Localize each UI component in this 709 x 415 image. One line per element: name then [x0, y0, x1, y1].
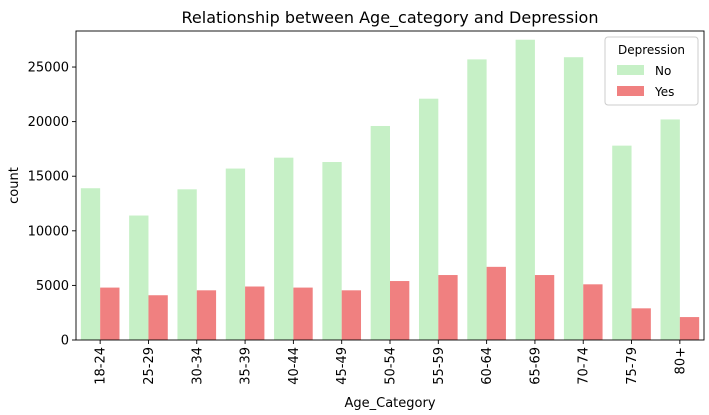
- bar-no-25-29: [129, 215, 149, 340]
- bar-yes-25-29: [148, 295, 168, 340]
- bar-no-30-34: [177, 189, 197, 340]
- legend-label-yes: Yes: [654, 85, 674, 99]
- bar-yes-70-74: [583, 284, 603, 340]
- bar-yes-50-54: [390, 281, 410, 340]
- bar-yes-65-69: [534, 275, 555, 340]
- y-axis-label: count: [7, 167, 22, 204]
- x-tick-label: 35-39: [239, 347, 254, 385]
- bar-no-45-49: [322, 162, 342, 340]
- bar-no-18-24: [80, 188, 101, 340]
- y-tick-label: 15000: [28, 170, 69, 185]
- x-axis-label: Age_Category: [344, 396, 435, 411]
- y-tick-label: 25000: [28, 61, 69, 76]
- bar-no-70-74: [563, 57, 584, 340]
- bar-yes-18-24: [100, 287, 120, 340]
- bar-no-80+: [660, 119, 680, 340]
- bar-yes-40-44: [293, 287, 313, 340]
- bar-no-35-39: [225, 168, 246, 340]
- bar-no-75-79: [612, 145, 632, 340]
- y-axis: 0 5000 10000 15000 20000 25000: [28, 61, 76, 349]
- legend: Depression No Yes: [604, 36, 699, 106]
- bar-yes-30-34: [196, 290, 217, 340]
- x-tick-label: 60-64: [480, 347, 495, 385]
- bar-no-55-59: [418, 98, 439, 341]
- x-tick-label: 55-59: [432, 347, 447, 385]
- x-tick-label: 70-74: [577, 347, 592, 385]
- bar-yes-75-79: [631, 308, 651, 340]
- bar-yes-60-64: [486, 266, 506, 340]
- x-tick-label: 30-34: [190, 347, 205, 385]
- x-tick-label: 40-44: [287, 347, 302, 385]
- y-tick-label: 5000: [36, 279, 69, 294]
- bar-no-65-69: [515, 39, 535, 340]
- y-tick-label: 10000: [28, 224, 69, 239]
- x-tick-label: 45-49: [335, 347, 350, 385]
- bar-no-60-64: [467, 59, 487, 340]
- chart-title: Relationship between Age_category and De…: [182, 8, 599, 28]
- bar-no-40-44: [274, 157, 294, 340]
- legend-title: Depression: [618, 43, 685, 57]
- x-axis: 18-24 25-29 30-34 35-39 40-44 45-49 50-54 55-59…: [94, 340, 688, 385]
- bar-no-50-54: [370, 125, 390, 340]
- x-tick-label: 75-79: [625, 347, 640, 385]
- plot-frame: [75, 30, 705, 341]
- x-tick-label: 50-54: [384, 347, 399, 385]
- bar-yes-35-39: [245, 286, 265, 340]
- x-tick-label: 25-29: [142, 347, 157, 385]
- bar-yes-80+: [679, 317, 700, 340]
- bars-group: [80, 39, 700, 341]
- x-tick-label: 18-24: [94, 347, 109, 385]
- y-tick-label: 0: [61, 334, 69, 349]
- bar-yes-45-49: [341, 290, 362, 340]
- y-tick-label: 20000: [28, 115, 69, 130]
- bar-yes-55-59: [438, 275, 458, 340]
- x-tick-label: 65-69: [528, 347, 543, 385]
- legend-swatch-yes: [617, 86, 644, 96]
- x-tick-label: 80+: [673, 347, 688, 374]
- legend-label-no: No: [655, 64, 671, 78]
- legend-swatch-no: [617, 65, 644, 75]
